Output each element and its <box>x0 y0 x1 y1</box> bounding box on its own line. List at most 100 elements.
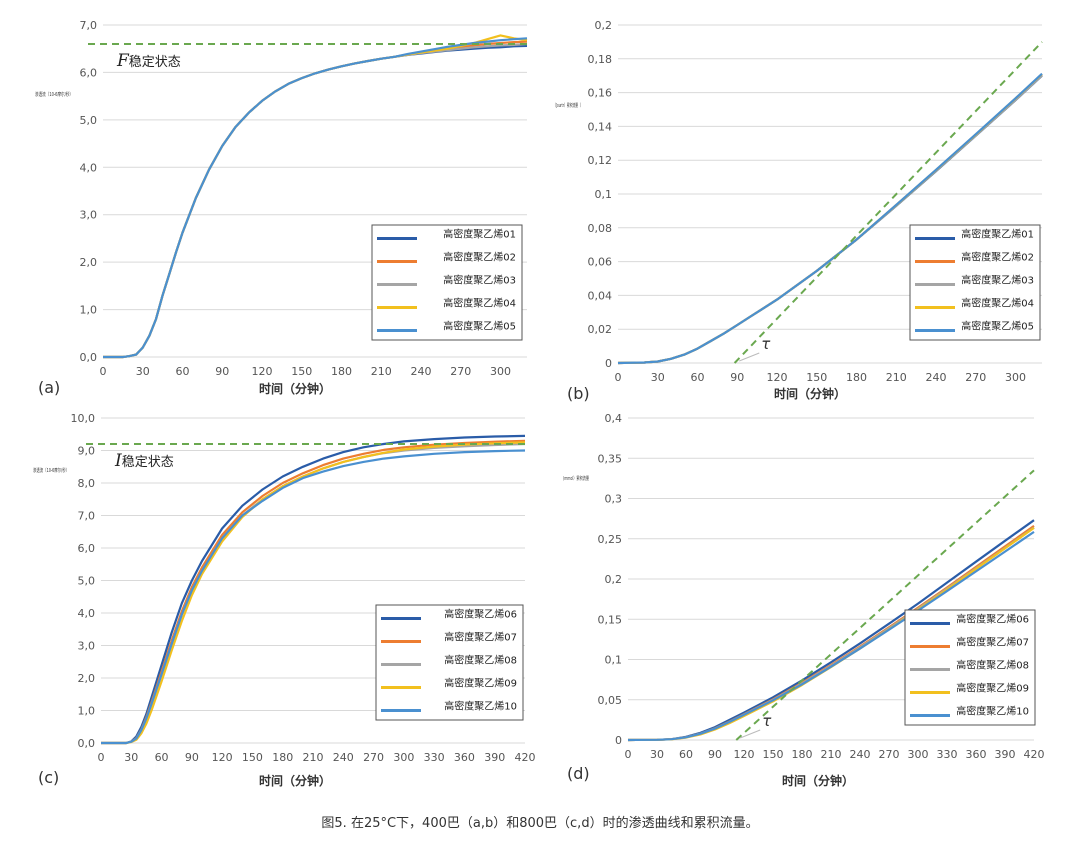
y-tick-label: 7,0 <box>78 510 96 523</box>
legend-entry: 高密度聚乙烯09 <box>444 677 517 690</box>
y-tick-label: 3,0 <box>80 209 98 222</box>
x-tick-label: 60 <box>679 748 693 761</box>
x-tick-label: 300 <box>908 748 929 761</box>
x-tick-label: 360 <box>454 751 475 764</box>
y-tick-label: 0,12 <box>588 154 613 167</box>
x-tick-label: 330 <box>937 748 958 761</box>
series-line <box>101 449 526 745</box>
x-tick-label: 60 <box>155 751 169 764</box>
legend-entry: 高密度聚乙烯06 <box>956 613 1029 626</box>
legend-entry: 高密度聚乙烯10 <box>444 700 517 713</box>
chart-panel: 0,0 1,0 2,0 3,0 4,0 5,0 6,0 7,0 0 30 60 90 120 150 180… <box>35 19 528 397</box>
y-tick-label: 0,15 <box>598 613 623 626</box>
y-tick-label: 0,14 <box>588 120 613 133</box>
x-tick-label: 180 <box>792 748 813 761</box>
y-tick-label: 1,0 <box>80 304 98 317</box>
legend-entry: 高密度聚乙烯06 <box>444 608 517 621</box>
chart-panel: 0,0 1,0 2,0 3,0 4,0 5,0 6,0 7,0 8,0 9,0 10,0 0 30 60 9… <box>33 412 536 788</box>
legend-entry: 高密度聚乙烯05 <box>961 320 1034 333</box>
y-tick-label: 2,0 <box>78 672 96 685</box>
x-tick-label: 420 <box>515 751 536 764</box>
x-tick-label: 30 <box>124 751 138 764</box>
y-tick-label: 0,0 <box>78 737 96 750</box>
x-tick-label: 240 <box>411 365 432 378</box>
y-axis-label: （[ourtr）累积流量（ <box>553 102 581 109</box>
legend-entry: 高密度聚乙烯02 <box>443 251 516 264</box>
y-tick-label: 0,16 <box>588 87 613 100</box>
legend-entry: 高密度聚乙烯05 <box>443 320 516 333</box>
y-tick-label: 0 <box>605 357 612 370</box>
y-tick-label: 0,05 <box>598 694 623 707</box>
y-tick-label: 5,0 <box>78 575 96 588</box>
y-tick-label: 0,3 <box>605 493 623 506</box>
x-tick-label: 150 <box>242 751 263 764</box>
x-axis-label: 时间（分钟） <box>782 773 854 788</box>
chart-panel: 0 0,02 0,04 0,06 0,08 0,1 0,12 0,14 0,16 0,18 0,2 0… <box>553 19 1043 403</box>
y-tick-label: 0,08 <box>588 222 613 235</box>
y-tick-label: 0,0 <box>80 351 98 364</box>
legend-entry: 高密度聚乙烯10 <box>956 705 1029 718</box>
legend-entry: 高密度聚乙烯07 <box>956 636 1029 649</box>
y-tick-label: 5,0 <box>80 114 98 127</box>
legend-entry: 高密度聚乙烯03 <box>443 274 516 287</box>
series-line <box>101 441 526 745</box>
x-tick-label: 0 <box>615 371 622 384</box>
legend-entry: 高密度聚乙烯01 <box>961 228 1034 241</box>
time-lag-tangent <box>733 41 1043 364</box>
x-tick-label: 180 <box>272 751 293 764</box>
legend-entry: 高密度聚乙烯07 <box>444 631 517 644</box>
legend-entry: 高密度聚乙烯01 <box>443 228 516 241</box>
series-line <box>627 530 1035 742</box>
y-tick-label: 0,18 <box>588 53 613 66</box>
tau-label: τ <box>761 335 771 353</box>
legend-entry: 高密度聚乙烯08 <box>956 659 1029 672</box>
x-tick-label: 300 <box>490 365 511 378</box>
x-tick-label: 390 <box>484 751 505 764</box>
x-tick-label: 0 <box>100 365 107 378</box>
x-tick-label: 240 <box>926 371 947 384</box>
x-tick-label: 90 <box>708 748 722 761</box>
x-tick-label: 60 <box>691 371 705 384</box>
x-tick-label: 30 <box>650 748 664 761</box>
x-tick-label: 120 <box>252 365 273 378</box>
x-tick-label: 300 <box>393 751 414 764</box>
legend-entry: 高密度聚乙烯08 <box>444 654 517 667</box>
x-axis-label: 时间（分钟） <box>259 381 331 396</box>
y-tick-label: 9,0 <box>78 445 96 458</box>
y-tick-label: 0,1 <box>595 188 613 201</box>
y-tick-label: 0,02 <box>588 323 613 336</box>
y-tick-label: 2,0 <box>80 256 98 269</box>
panel-label: (c) <box>38 768 59 787</box>
panel-label: (a) <box>38 378 60 397</box>
y-tick-label: 0,35 <box>598 452 623 465</box>
y-tick-label: 0,04 <box>588 289 613 302</box>
legend-box <box>904 609 1036 726</box>
y-tick-label: 4,0 <box>80 161 98 174</box>
legend-box <box>371 224 523 341</box>
y-tick-label: 7,0 <box>80 19 98 32</box>
legend-entry: 高密度聚乙烯04 <box>443 297 516 310</box>
x-tick-label: 420 <box>1024 748 1045 761</box>
y-tick-label: 10,0 <box>71 412 96 425</box>
x-tick-label: 120 <box>212 751 233 764</box>
y-axis-label: 渗透流（10-6摩尔/秒） <box>33 467 69 474</box>
y-tick-label: 6,0 <box>80 66 98 79</box>
y-tick-label: 0,2 <box>595 19 613 32</box>
x-tick-label: 240 <box>333 751 354 764</box>
legend-entry: 高密度聚乙烯03 <box>961 274 1034 287</box>
y-tick-label: 3,0 <box>78 640 96 653</box>
y-tick-label: 6,0 <box>78 542 96 555</box>
x-tick-label: 150 <box>806 371 827 384</box>
series-line <box>103 37 528 359</box>
x-tick-label: 210 <box>821 748 842 761</box>
figure-caption: 图5. 在25°C下，400巴（a,b）和800巴（c,d）时的渗透曲线和累积流… <box>321 816 759 831</box>
x-tick-label: 0 <box>98 751 105 764</box>
x-tick-label: 90 <box>730 371 744 384</box>
x-tick-label: 210 <box>371 365 392 378</box>
x-tick-label: 270 <box>450 365 471 378</box>
x-tick-label: 30 <box>136 365 150 378</box>
x-axis-label: 时间（分钟） <box>259 773 331 788</box>
legend-box <box>375 604 524 721</box>
x-tick-label: 240 <box>850 748 871 761</box>
